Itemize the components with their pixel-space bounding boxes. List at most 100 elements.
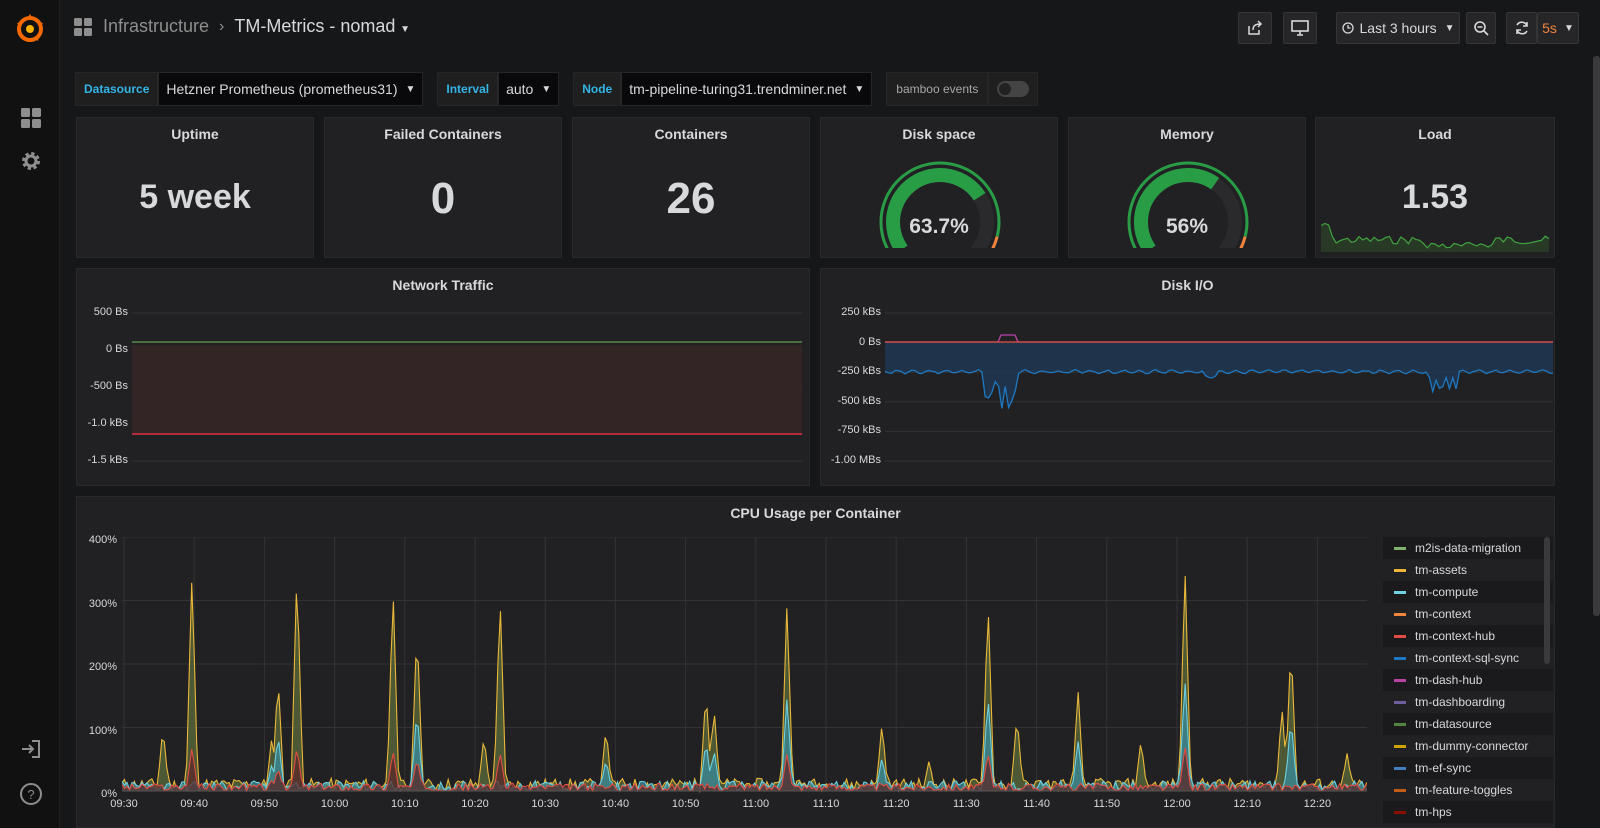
chevron-right-icon: › [219, 17, 225, 35]
containers-panel: Containers 26 [572, 117, 810, 258]
panel-title[interactable]: Memory [1160, 126, 1214, 142]
cpu-usage-panel: CPU Usage per Container 400% 300% 200% 100%… [76, 496, 1555, 828]
bamboo-events-toggle[interactable] [997, 81, 1030, 97]
load-value: 1.53 [1401, 178, 1469, 216]
refresh-interval-picker[interactable]: 5s ▼ [1537, 12, 1579, 44]
panel-title[interactable]: Containers [654, 126, 728, 142]
legend-item[interactable]: tm-dash-hub [1383, 669, 1553, 691]
legend-label: tm-context [1415, 607, 1472, 621]
panel-title[interactable]: Disk space [902, 126, 976, 142]
network-traffic-graph[interactable] [132, 309, 802, 469]
legend-swatch [1394, 788, 1406, 792]
node-select[interactable]: tm-pipeline-turing31.trendminer.net ▼ [621, 72, 873, 106]
y-tick-label: 300% [88, 597, 117, 610]
legend-swatch [1394, 634, 1406, 638]
clock-icon [1341, 22, 1354, 34]
bamboo-events-toggle-wrap [988, 72, 1039, 106]
panel-title[interactable]: Network Traffic [392, 277, 494, 293]
y-tick-label: 400% [88, 534, 117, 546]
sign-in-icon[interactable] [19, 737, 43, 761]
caret-down-icon: ▼ [1444, 22, 1455, 34]
dashboard-title[interactable]: TM-Metrics - nomad ▼ [234, 16, 410, 37]
outbound-area [132, 345, 802, 434]
legend-label: tm-dash-hub [1415, 673, 1483, 687]
uptime-panel: Uptime 5 week [76, 117, 314, 258]
x-tick-label: 10:30 [531, 798, 559, 810]
uptime-value: 5 week [139, 178, 251, 216]
breadcrumb: Infrastructure › TM-Metrics - nomad ▼ [73, 16, 410, 37]
legend-swatch [1394, 766, 1406, 770]
gauge-fill [886, 168, 986, 248]
legend-swatch [1394, 744, 1406, 748]
svg-text:?: ? [27, 787, 34, 802]
legend-item[interactable]: tm-dashboarding [1383, 691, 1553, 713]
y-tick-label: -500 kBs [837, 394, 881, 407]
datasource-select[interactable]: Hetzner Prometheus (prometheus31) ▼ [158, 72, 424, 106]
disk-io-graph[interactable] [885, 309, 1553, 469]
y-tick-label: 500 Bs [93, 306, 128, 318]
load-sparkline [1321, 222, 1549, 252]
legend-item[interactable]: m2is-data-migration [1383, 537, 1553, 559]
gear-icon[interactable] [19, 149, 43, 173]
legend-item[interactable]: tm-dummy-connector [1383, 735, 1553, 757]
share-icon [1248, 20, 1263, 35]
x-tick-label: 11:10 [812, 798, 840, 810]
cpu-usage-graph[interactable] [122, 537, 1367, 799]
panel-title[interactable]: Load [1418, 126, 1452, 142]
breadcrumb-folder[interactable]: Infrastructure [103, 16, 210, 36]
legend-item[interactable]: tm-compute [1383, 581, 1553, 603]
dashboards-icon[interactable] [19, 106, 43, 130]
grafana-logo-icon[interactable] [12, 11, 48, 47]
datasource-value: Hetzner Prometheus (prometheus31) [166, 81, 398, 97]
time-picker-button[interactable]: Last 3 hours ▼ [1336, 12, 1460, 44]
legend-label: tm-dashboarding [1415, 695, 1506, 709]
refresh-button[interactable] [1506, 12, 1537, 44]
time-range-text: Last 3 hours [1359, 20, 1437, 36]
legend-item[interactable]: tm-datasource [1383, 713, 1553, 735]
node-value: tm-pipeline-turing31.trendminer.net [629, 81, 847, 97]
variable-datasource: Datasource Hetzner Prometheus (prometheu… [75, 72, 424, 106]
legend-item[interactable]: tm-assets [1383, 559, 1553, 581]
page-scrollbar[interactable] [1593, 56, 1600, 616]
help-icon[interactable]: ? [19, 782, 43, 806]
legend-swatch [1394, 700, 1406, 704]
panel-title[interactable]: Failed Containers [384, 126, 502, 142]
variable-bamboo-events: bamboo events [886, 72, 1039, 106]
x-tick-label: 11:20 [882, 798, 910, 810]
zoom-out-button[interactable] [1466, 12, 1496, 44]
side-menu: ? [0, 0, 60, 828]
share-button[interactable] [1238, 12, 1272, 44]
legend-swatch [1394, 656, 1406, 660]
tv-mode-button[interactable] [1283, 12, 1317, 44]
legend-label: tm-context-hub [1415, 629, 1496, 643]
failed-containers-value: 0 [430, 174, 456, 223]
y-tick-label: -500 Bs [90, 380, 128, 392]
load-sparkline-line [1321, 222, 1549, 249]
disk-write-series [885, 368, 1553, 410]
legend-item[interactable]: tm-context-hub [1383, 625, 1553, 647]
panel-title[interactable]: CPU Usage per Container [730, 505, 901, 521]
gauge-fill [1134, 168, 1220, 248]
x-tick-label: 09:30 [110, 798, 138, 810]
legend-item[interactable]: tm-ef-sync [1383, 757, 1553, 779]
interval-select[interactable]: auto ▼ [498, 72, 560, 106]
legend-label: tm-compute [1415, 585, 1479, 599]
x-tick-label: 10:40 [601, 798, 630, 810]
panel-title[interactable]: Disk I/O [1161, 277, 1214, 293]
legend-item[interactable]: tm-feature-toggles [1383, 779, 1553, 801]
gauge-threshold-warn [1239, 236, 1247, 248]
disk-read-series [885, 334, 1553, 343]
caret-down-icon: ▼ [405, 83, 416, 95]
legend-item[interactable]: tm-hps [1383, 801, 1553, 823]
legend-label: tm-dummy-connector [1415, 739, 1529, 753]
caret-down-icon: ▼ [854, 83, 865, 95]
disk-io-panel: Disk I/O 250 kBs 0 Bs -250 kBs -500 kBs -750… [820, 268, 1555, 486]
legend-item[interactable]: tm-context [1383, 603, 1553, 625]
legend-scrollbar[interactable] [1544, 537, 1550, 664]
legend-item[interactable]: tm-context-sql-sync [1383, 647, 1553, 669]
refresh-icon [1515, 21, 1528, 35]
legend-label: tm-datasource [1415, 717, 1492, 731]
panel-title[interactable]: Uptime [171, 126, 219, 142]
dashboard-grid-icon [74, 17, 92, 36]
disk-space-gauge [879, 161, 1001, 248]
